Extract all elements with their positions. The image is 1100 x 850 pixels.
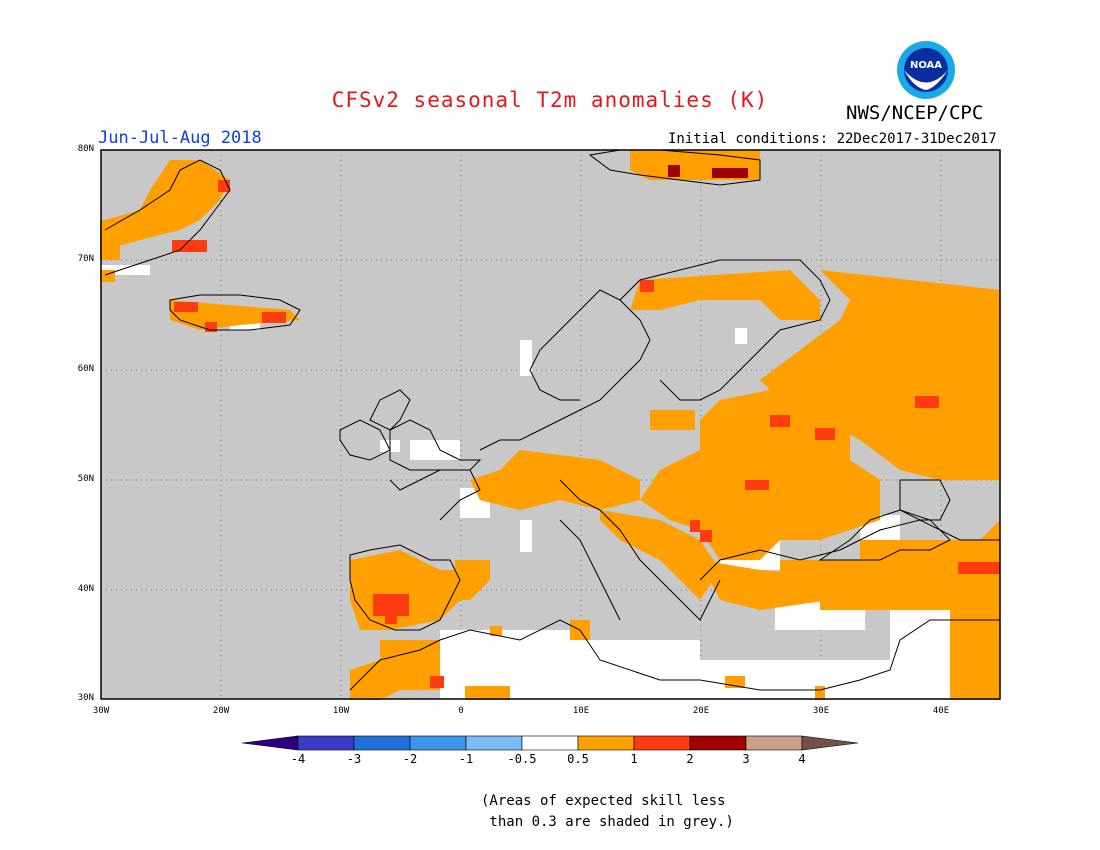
colorbar-tick: -1: [458, 752, 474, 766]
lat-label-30n: 30N: [77, 693, 94, 703]
colorbar-tick: 3: [742, 752, 750, 766]
colorbar-segment: [353, 735, 411, 751]
coastlines: [104, 149, 1000, 691]
colorbar-segment: [801, 735, 859, 751]
initial-conditions-label: Initial conditions: 22Dec2017-31Dec2017: [668, 131, 997, 147]
map-frame: [100, 149, 1001, 700]
colorbar-tick: 1: [630, 752, 638, 766]
colorbar-segment: [297, 735, 355, 751]
colorbar: [241, 735, 859, 751]
colorbar-tick: -3: [346, 752, 362, 766]
colorbar-tick: 4: [798, 752, 806, 766]
lon-label-20e: 20E: [692, 706, 710, 716]
map-title: CFSv2 seasonal T2m anomalies (K): [331, 88, 769, 112]
lon-label-30w: 30W: [92, 706, 110, 716]
colorbar-tick: -2: [402, 752, 418, 766]
lat-label-40n: 40N: [77, 584, 94, 594]
footnote: (Areas of expected skill less than 0.3 a…: [481, 793, 734, 830]
hot-anomaly-cells: [172, 180, 1000, 688]
colorbar-segment: [577, 735, 635, 751]
colorbar-tick: -0.5: [507, 752, 537, 766]
lat-label-70n: 70N: [77, 254, 94, 264]
colorbar-segment: [689, 735, 747, 751]
lon-label-0: 0: [458, 706, 464, 716]
colorbar-tick: 0.5: [567, 752, 589, 766]
colorbar-segment: [745, 735, 803, 751]
lon-label-10e: 10E: [572, 706, 590, 716]
colorbar-segment: [633, 735, 691, 751]
colorbar-segment: [521, 735, 579, 751]
colorbar-segment: [465, 735, 523, 751]
lon-label-20w: 20W: [212, 706, 230, 716]
noaa-logo-icon: NOAA: [897, 41, 955, 99]
colorbar-segment: [241, 735, 299, 751]
lat-label-50n: 50N: [77, 474, 94, 484]
season-label: Jun-Jul-Aug 2018: [98, 128, 262, 148]
lon-label-10w: 10W: [332, 706, 350, 716]
lat-label-60n: 60N: [77, 364, 94, 374]
lat-label-80n: 80N: [77, 144, 94, 154]
agency-label: NWS/NCEP/CPC: [846, 102, 984, 124]
warm-anomaly-cells: [100, 150, 1000, 700]
very-hot-anomaly-cells: [668, 165, 748, 178]
colorbar-tick: 2: [686, 752, 694, 766]
svg-text:NOAA: NOAA: [910, 60, 942, 71]
colorbar-tick: -4: [290, 752, 306, 766]
lon-label-30e: 30E: [812, 706, 830, 716]
colorbar-segment: [409, 735, 467, 751]
lon-label-40e: 40E: [932, 706, 950, 716]
